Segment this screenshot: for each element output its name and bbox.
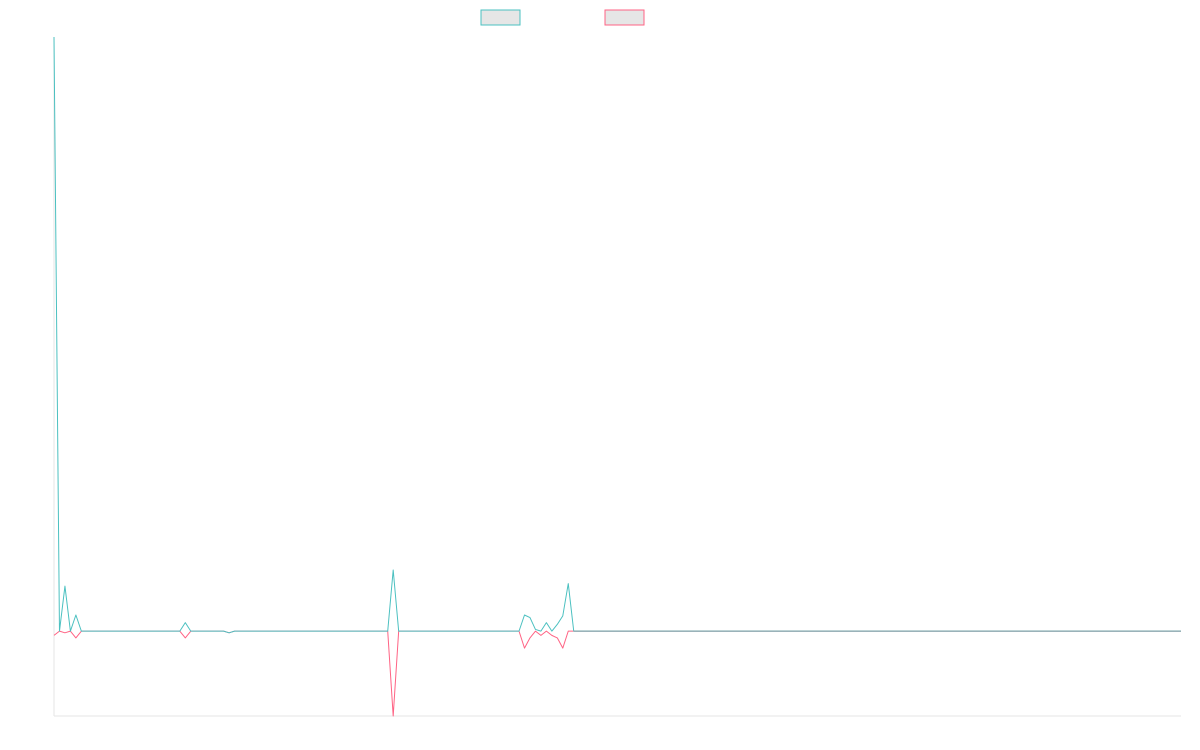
legend-swatch-series-2[interactable] (604, 9, 645, 26)
series-line-2 (53, 630, 1181, 717)
legend[interactable] (480, 9, 645, 26)
axes (53, 37, 1181, 717)
series-line-1 (53, 36, 1181, 634)
series-lines (53, 36, 1181, 717)
legend-swatch-series-1[interactable] (480, 9, 521, 26)
